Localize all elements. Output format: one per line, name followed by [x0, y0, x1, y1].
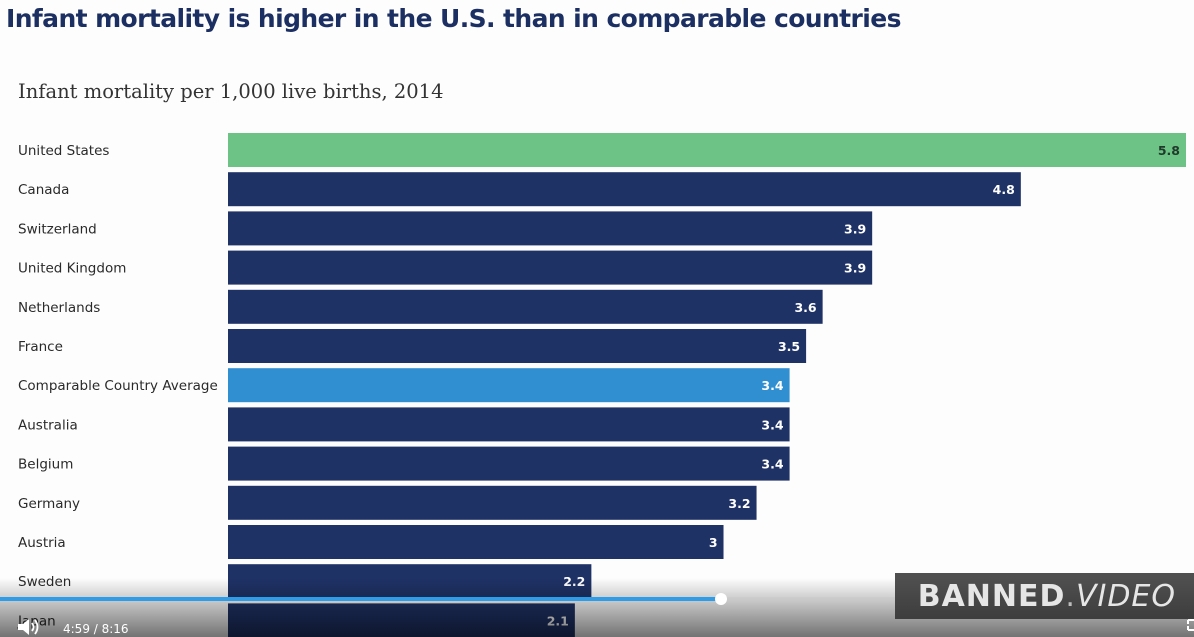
value-label: 3: [709, 535, 718, 550]
bar-france: [228, 329, 807, 363]
bar-australia: [228, 407, 790, 442]
watermark-text: BANNED.VIDEO: [918, 579, 1176, 614]
value-label: 3.9: [844, 221, 866, 236]
bar-austria: [228, 525, 724, 559]
bar-united-kingdom: [228, 250, 873, 285]
value-label: 3.4: [761, 378, 783, 393]
category-label: United Kingdom: [18, 261, 126, 277]
bar-germany: [228, 485, 757, 520]
watermark-brand: BANNED: [917, 579, 1066, 614]
value-label: 4.8: [993, 182, 1015, 197]
watermark-suffix: VIDEO: [1075, 579, 1176, 614]
bar-belgium: [228, 446, 790, 481]
progress-fill: [0, 597, 722, 601]
category-label: Canada: [18, 182, 69, 198]
value-label: 3.4: [761, 457, 783, 472]
category-label: Netherlands: [18, 300, 100, 316]
watermark: BANNED.VIDEO: [895, 573, 1194, 619]
progress-handle[interactable]: [715, 593, 728, 605]
chart-title: Infant mortality is higher in the U.S. t…: [6, 4, 901, 33]
category-label: United States: [18, 143, 109, 159]
bar-netherlands: [228, 289, 823, 324]
value-label: 3.9: [844, 261, 866, 276]
category-label: France: [18, 339, 63, 355]
time-display: 4:59 / 8:16: [63, 622, 129, 636]
chart-subtitle: Infant mortality per 1,000 live births, …: [18, 80, 444, 103]
value-label: 3.6: [794, 300, 816, 315]
watermark-separator: .: [1065, 579, 1076, 614]
value-label: 3.5: [778, 339, 800, 354]
fullscreen-icon[interactable]: [1186, 618, 1194, 632]
bar-comparable-country-average: [228, 368, 790, 403]
category-label: Germany: [18, 496, 80, 512]
category-label: Switzerland: [18, 221, 97, 237]
category-label: Australia: [18, 417, 78, 433]
category-label: Belgium: [18, 457, 73, 473]
category-label: Austria: [18, 535, 66, 551]
bar-switzerland: [228, 211, 873, 246]
category-label: Comparable Country Average: [18, 378, 218, 394]
volume-icon[interactable]: [16, 617, 42, 637]
value-label: 3.2: [728, 496, 750, 511]
bar-united-states: [228, 133, 1186, 167]
value-label: 5.8: [1158, 143, 1180, 158]
bar-canada: [228, 172, 1021, 207]
value-label: 3.4: [761, 417, 783, 432]
progress-bar[interactable]: [0, 593, 1194, 605]
